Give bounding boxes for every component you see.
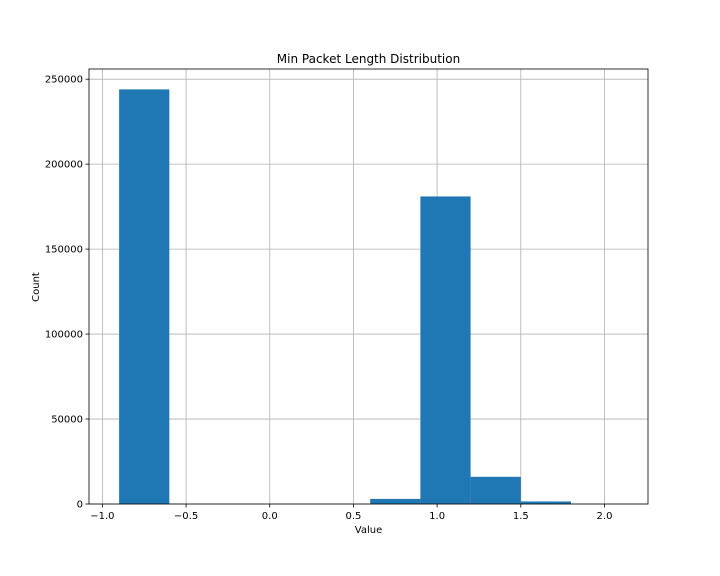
x-tick-label: 1.5 bbox=[513, 511, 529, 522]
histogram-bars bbox=[119, 89, 572, 504]
y-axis-ticks: 0 50000 100000 150000 200000 250000 bbox=[45, 75, 89, 511]
x-tick-label: 0.5 bbox=[345, 511, 361, 522]
y-axis-label: Count bbox=[31, 272, 42, 302]
x-tick-label: 0.0 bbox=[262, 511, 278, 522]
y-tick-label: 150000 bbox=[45, 245, 83, 256]
plot-area-frame bbox=[88, 68, 649, 505]
histogram-bar bbox=[119, 89, 170, 504]
x-tick-label: −1.0 bbox=[90, 511, 114, 522]
x-tick-label: −0.5 bbox=[174, 511, 198, 522]
histogram-bar bbox=[470, 476, 521, 504]
x-tick-label: 2.0 bbox=[597, 511, 613, 522]
y-tick-label: 0 bbox=[77, 500, 83, 511]
y-tick-label: 100000 bbox=[45, 330, 83, 341]
y-tick-label: 50000 bbox=[51, 415, 83, 426]
x-axis-ticks: −1.0 −0.5 0.0 0.5 1.0 1.5 2.0 bbox=[90, 504, 612, 522]
x-tick-label: 1.0 bbox=[429, 511, 445, 522]
y-tick-label: 200000 bbox=[45, 160, 83, 171]
chart-title: Min Packet Length Distribution bbox=[277, 52, 460, 66]
y-tick-label: 250000 bbox=[45, 75, 83, 86]
histogram-bar bbox=[370, 498, 421, 504]
x-axis-label: Value bbox=[355, 525, 382, 536]
histogram-bar bbox=[420, 196, 471, 504]
histogram-bar bbox=[520, 501, 572, 504]
